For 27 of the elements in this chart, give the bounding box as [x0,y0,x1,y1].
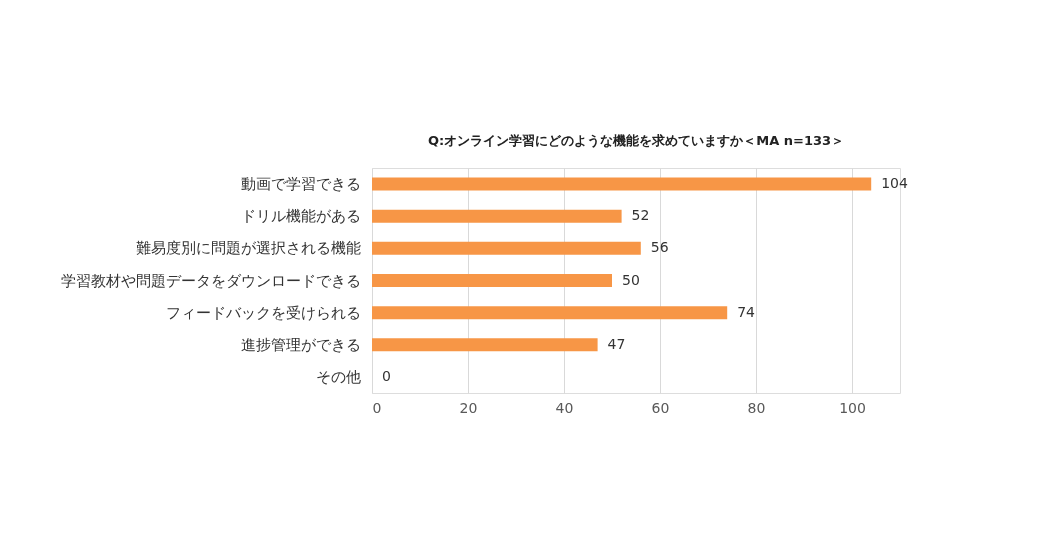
x-tick-label: 100 [839,399,866,416]
y-tick-label: 進捗管理ができる [240,335,361,354]
x-tick-label: 60 [651,399,670,416]
data-label: 0 [382,367,391,384]
x-tick-label: 0 [372,399,382,416]
bar [372,306,728,320]
bar [372,209,622,223]
y-tick-label: 学習教材や問題データをダウンロードできる [60,271,361,290]
data-label: 56 [650,239,669,256]
chart-title: Q:オンライン学習にどのような機能を求めていますか＜MA n=133＞ [427,133,845,148]
data-label: 74 [737,303,756,320]
y-tick-label: その他 [315,367,361,386]
data-label: 52 [631,207,650,224]
y-tick-label: フィードバックを受けられる [165,303,361,322]
data-label: 50 [622,271,640,288]
y-tick-label: 難易度別に問題が選択される機能 [135,239,361,258]
bar [372,274,612,287]
x-tick-label: 80 [747,399,766,416]
bar [372,177,872,191]
y-tick-label: ドリル機能がある [240,207,361,226]
bar [372,338,598,352]
x-tick-label: 40 [555,399,574,416]
y-tick-label: 動画で学習できる [240,175,361,194]
data-label: 104 [881,175,909,192]
x-tick-label: 20 [459,399,478,416]
data-label: 47 [607,335,626,352]
bar [372,241,641,255]
